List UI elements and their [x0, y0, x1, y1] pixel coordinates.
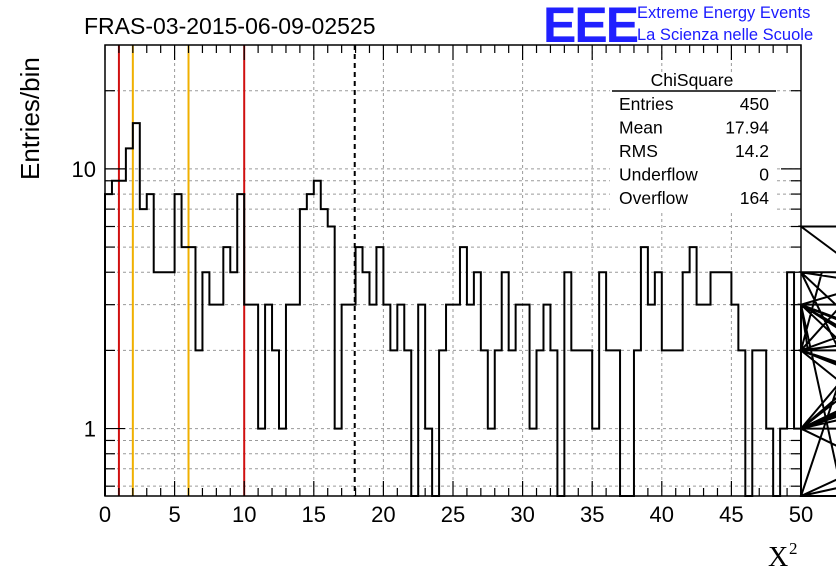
tick-labels: 0 5 10 15 20 25 30 35 40 45 50 1 10	[72, 157, 814, 527]
stats-row-value: 14.2	[735, 141, 769, 161]
x-axis-title-superscript: 2	[789, 539, 798, 558]
stats-row-value: 17.94	[725, 118, 769, 138]
stats-row-label: Overflow	[619, 188, 688, 208]
stats-row-label: Entries	[619, 94, 674, 114]
stats-row-label: RMS	[619, 141, 658, 161]
eee-logo: EEE Extreme Energy Events La Scienza nel…	[543, 0, 813, 53]
x-tick-label: 40	[650, 502, 674, 527]
axes	[104, 44, 802, 497]
y-tick-label: 1	[84, 417, 96, 442]
x-tick-label: 25	[441, 502, 465, 527]
y-axis-title: Entries/bin	[15, 57, 45, 180]
x-tick-label: 30	[510, 502, 534, 527]
x-tick-label: 0	[99, 502, 111, 527]
y-tick-label: 10	[72, 157, 96, 182]
grid-lines	[105, 45, 801, 496]
stats-row-value: 164	[740, 188, 769, 208]
stats-row-value: 450	[740, 94, 769, 114]
stats-title: ChiSquare	[651, 70, 734, 90]
logo-line-2: La Scienza nelle Scuole	[637, 26, 813, 44]
chart-title: FRAS-03-2015-06-09-02525	[84, 13, 376, 39]
stats-box: ChiSquare Entries 450 Mean 17.94 RMS 14.2 Unde…	[610, 70, 776, 210]
x-axis-title: X 2	[768, 539, 798, 572]
x-tick-label: 35	[580, 502, 604, 527]
x-tick-label: 5	[168, 502, 180, 527]
stats-row-label: Underflow	[619, 165, 698, 185]
stats-box-background	[610, 72, 774, 210]
stats-row-label: Mean	[619, 118, 663, 138]
logo-line-1: Extreme Energy Events	[637, 4, 810, 22]
x-tick-label: 10	[232, 502, 256, 527]
stats-row-value: 0	[759, 165, 769, 185]
logo-mark: EEE	[543, 0, 638, 53]
x-axis-title-base: X	[768, 542, 788, 572]
x-tick-label: 45	[719, 502, 743, 527]
x-tick-label: 50	[789, 502, 813, 527]
x-tick-label: 20	[371, 502, 395, 527]
x-tick-label: 15	[302, 502, 326, 527]
